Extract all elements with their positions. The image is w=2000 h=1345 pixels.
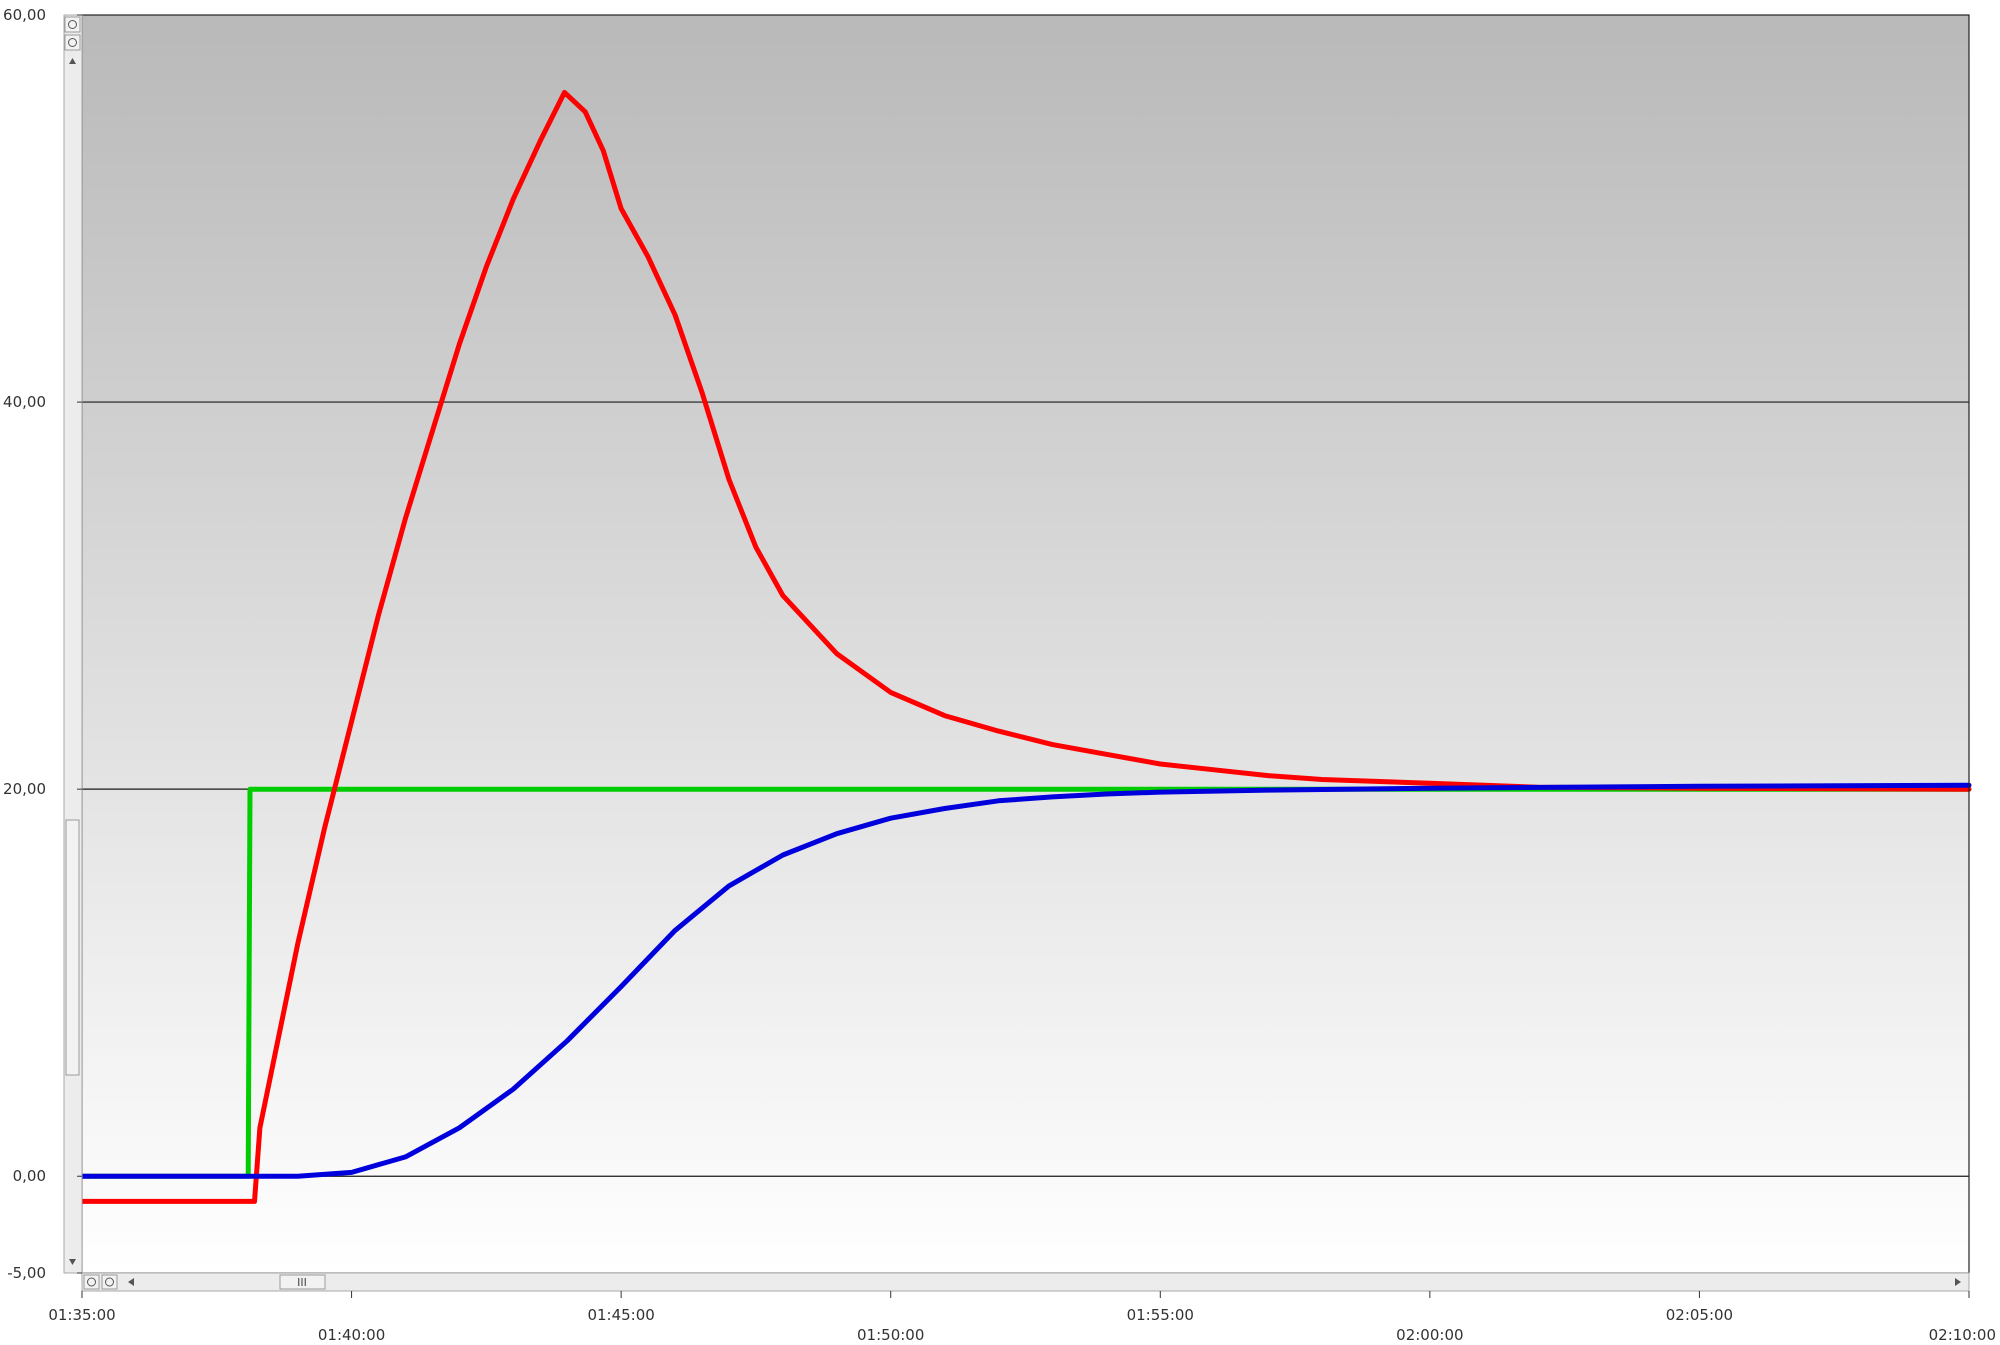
plot-area: [82, 15, 1969, 1273]
series-line-3: [79, 782, 1972, 1179]
zoom-undo-x-icon[interactable]: [101, 1274, 118, 1290]
zoom-x-icon-circle: [87, 1277, 96, 1287]
zoom-reset-x-icon[interactable]: [83, 1274, 100, 1290]
y-tick-label: 60,00: [3, 6, 46, 24]
scroll-right-arrow-icon[interactable]: [1955, 1278, 1961, 1286]
x-tick-label: 01:40:00: [318, 1326, 385, 1344]
x-tick-label: 01:45:00: [587, 1306, 654, 1324]
undo-x-icon-circle: [105, 1277, 114, 1287]
zoom-icon-circle: [68, 20, 77, 29]
scroll-thumb-grip: III: [297, 1276, 307, 1289]
y-tick-label: -5,00: [7, 1264, 46, 1282]
x-tick-label: 02:00:00: [1396, 1326, 1463, 1344]
x-axis-ticks: 01:35:00 01:40:00 01:45:00 01:50:00 01:55:00…: [48, 1291, 1996, 1344]
zoom-reset-icon[interactable]: [64, 16, 81, 33]
scroll-left-arrow-icon[interactable]: [128, 1278, 134, 1286]
scroll-down-arrow-icon[interactable]: [69, 1259, 76, 1265]
zoom-undo-icon[interactable]: [64, 34, 81, 51]
x-tick-label: 02:10:00: [1929, 1326, 1996, 1344]
x-tick-label: 01:35:00: [48, 1306, 115, 1324]
y-axis-ticks: 60,00 40,00 20,00 0,00 -5,00: [3, 6, 82, 1282]
y-tick-label: 40,00: [3, 393, 46, 411]
horizontal-scrollbar[interactable]: III: [81, 1272, 1970, 1292]
series-group: [79, 89, 1972, 1204]
vertical-scroll-thumb[interactable]: [65, 819, 80, 1076]
y-tick-label: 0,00: [13, 1167, 46, 1185]
scroll-up-arrow-icon[interactable]: [69, 58, 76, 64]
y-tick-label: 20,00: [3, 780, 46, 798]
horizontal-scroll-thumb[interactable]: [279, 1274, 326, 1290]
series-line-2: [79, 89, 1972, 1204]
undo-icon-circle: [68, 38, 77, 47]
x-tick-label: 02:05:00: [1666, 1306, 1733, 1324]
x-tick-label: 01:50:00: [857, 1326, 924, 1344]
x-tick-label: 01:55:00: [1127, 1306, 1194, 1324]
vertical-scrollbar[interactable]: [63, 14, 83, 1274]
